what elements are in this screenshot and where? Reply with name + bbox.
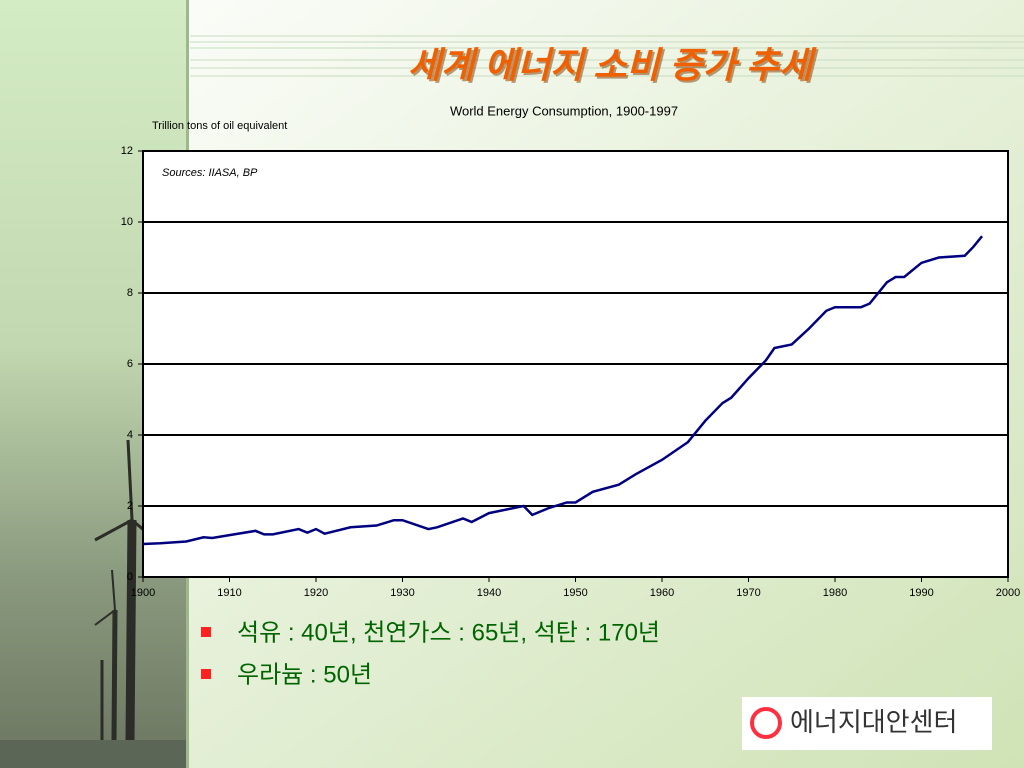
- y-tick-label: 10: [121, 216, 133, 228]
- x-tick-label: 1990: [909, 587, 933, 599]
- x-tick-label: 1940: [477, 587, 501, 599]
- chart-title: World Energy Consumption, 1900-1997: [450, 103, 678, 118]
- x-tick-label: 1910: [217, 587, 241, 599]
- annotation: Sources: IIASA, BP: [162, 167, 258, 179]
- logo-text: 에너지대안센터: [790, 707, 957, 737]
- x-tick-label: 2000: [996, 587, 1020, 599]
- sea: [0, 740, 186, 768]
- title-shadow: 세계 에너지 소비 증가 추세: [410, 47, 819, 88]
- x-tick-label: 1900: [131, 587, 155, 599]
- bullet-marker: [201, 669, 211, 679]
- x-tick-label: 1950: [563, 587, 587, 599]
- turbines: [94, 439, 166, 741]
- x-tick-label: 1980: [823, 587, 847, 599]
- y-tick-label: 0: [127, 571, 133, 583]
- y-tick-label: 4: [127, 429, 133, 441]
- y-tick-label: 2: [127, 500, 133, 512]
- logo-box: [742, 697, 992, 750]
- x-tick-label: 1930: [390, 587, 414, 599]
- y-axis-label: Trillion tons of oil equivalent: [152, 120, 287, 132]
- data-line: [142, 235, 984, 546]
- x-tick-label: 1960: [650, 587, 674, 599]
- slide-title: 세계 에너지 소비 증가 추세: [408, 45, 817, 86]
- y-tick-label: 6: [127, 358, 133, 370]
- x-tick-label: 1970: [736, 587, 760, 599]
- bullet: 우라늄 : 50년: [237, 661, 372, 688]
- bullet: 석유 : 40년, 천연가스 : 65년, 석탄 : 170년: [237, 619, 660, 646]
- header-lines: [190, 35, 1024, 77]
- x-tick-label: 1920: [304, 587, 328, 599]
- y-tick-label: 8: [127, 287, 133, 299]
- logo-icon: [750, 707, 782, 739]
- y-tick-label: 12: [121, 145, 133, 157]
- bullet-marker: [201, 627, 211, 637]
